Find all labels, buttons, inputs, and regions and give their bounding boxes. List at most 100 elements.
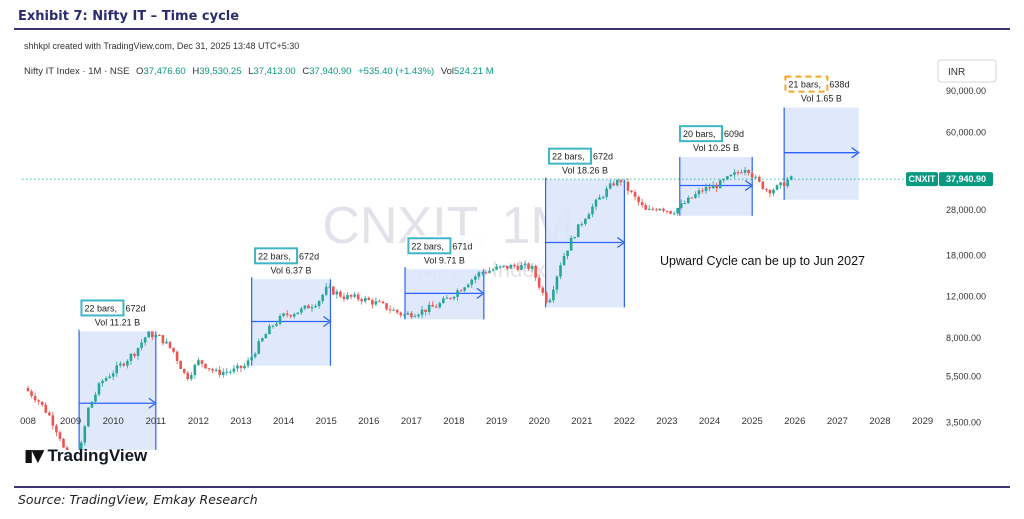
candle-body [715, 185, 718, 189]
candle-body [179, 360, 182, 369]
candle-body [718, 180, 722, 189]
cycle-volume-label: Vol 10.25 B [693, 143, 739, 153]
candle-body [328, 286, 332, 288]
cycle-bars-box [678, 125, 723, 143]
candle-body [250, 356, 253, 361]
x-tick-label: 2012 [188, 416, 209, 427]
candle-body [339, 291, 342, 297]
candle-body [378, 301, 381, 303]
candle-body [48, 412, 51, 416]
candle-body [413, 316, 417, 318]
candle-body [647, 208, 651, 210]
vol-value: 524.21 M [454, 66, 494, 77]
candle-body [324, 286, 328, 295]
candle-body [591, 206, 594, 215]
candle-body [584, 218, 587, 224]
x-tick-label: 2018 [443, 416, 464, 427]
candle-body [111, 373, 115, 377]
candle-body [229, 371, 232, 373]
x-tick-label: 2023 [656, 416, 677, 427]
candle-body [257, 341, 261, 354]
candle-body [175, 351, 179, 361]
exhibit-title: Exhibit 7: Nifty IT – Time cycle [18, 9, 240, 24]
candle-body [651, 208, 655, 210]
last-price-symbol: CNXIT [909, 174, 937, 184]
cycle-arrowhead [851, 147, 860, 159]
y-tick-label: 90,000.00 [946, 86, 986, 96]
time-axis: 008 2009 2010 2011 2012 2013 2014 2015 2016 2017 2… [20, 416, 933, 427]
candle-body [474, 276, 477, 280]
candle-body [740, 172, 743, 174]
candle-body [694, 194, 697, 198]
candle-body [772, 189, 775, 194]
candle-body [463, 287, 466, 291]
candle-body [495, 266, 498, 270]
candle-body [768, 189, 772, 194]
candle-body [395, 309, 399, 313]
cycle-bars-label: 20 bars, [683, 129, 716, 139]
candle-body [612, 183, 616, 186]
cycle-arrowhead [617, 236, 626, 249]
candle-body [530, 266, 534, 270]
candle-body [598, 197, 601, 200]
candle-body [243, 365, 246, 369]
cycle-days-label: 638d [829, 80, 849, 90]
candle-body [37, 400, 40, 402]
candle-body [317, 301, 321, 306]
vol-label: Vol [441, 66, 454, 77]
candle-body [218, 369, 221, 375]
candle-body [253, 353, 257, 357]
candle-body [552, 289, 555, 301]
cycle-volume-label: Vol 18.26 B [562, 166, 608, 176]
y-tick-label: 60,000.00 [946, 127, 986, 137]
candle-body [133, 353, 136, 356]
candle-body [520, 265, 523, 270]
change-value: +535.40 (+1.43%) [358, 66, 434, 77]
cycle-bars-label: 22 bars, [552, 152, 585, 162]
candle-body [509, 264, 513, 269]
x-tick-label: 2027 [827, 416, 848, 427]
candle-body [722, 179, 726, 181]
candle-body [197, 360, 200, 365]
y-tick-label: 18,000.00 [946, 250, 986, 260]
high-label: H [192, 66, 199, 77]
tradingview-logo-icon: ▮▼ [24, 446, 44, 466]
candle-body [754, 176, 758, 178]
x-tick-label: 2021 [571, 416, 592, 427]
cycle-days-label: 671d [452, 241, 472, 251]
x-tick-label: 2029 [912, 416, 933, 427]
last-price-tag: CNXIT 37,940.90 [906, 172, 993, 187]
cycle-bars-box [547, 147, 592, 165]
candle-body [332, 286, 335, 295]
svg-text:Nifty IT Index · 1M · NSE: Nifty IT Index · 1M · NSE O37,476.60 H39… [24, 66, 494, 77]
candle-body [747, 170, 750, 174]
candle-body [488, 270, 491, 273]
nifty-it-chart[interactable]: shhkpl created with TradingView.com, Dec… [0, 30, 1010, 450]
candle-body [62, 438, 65, 448]
candle-body [779, 182, 782, 186]
candle-body [484, 272, 488, 274]
candle-body [662, 208, 665, 211]
candle-body [374, 301, 378, 305]
candle-body [594, 199, 598, 207]
candle-body [97, 383, 101, 395]
candle-body [292, 314, 296, 317]
candle-body [140, 342, 143, 348]
cycle-bars-box [254, 247, 299, 265]
candle-body [505, 265, 509, 269]
candle-body [200, 360, 204, 364]
candle-body [40, 401, 44, 405]
candle-body [30, 391, 33, 396]
x-tick-label: 2013 [230, 416, 251, 427]
candle-body [51, 415, 55, 426]
x-tick-label: 2025 [742, 416, 763, 427]
candle-body [655, 209, 658, 211]
tradingview-wordmark: TradingView [47, 446, 148, 465]
symbol-label: Nifty IT Index · 1M · NSE [24, 66, 129, 77]
candle-body [711, 185, 715, 189]
candle-body [775, 185, 779, 190]
x-tick-label: 2011 [146, 416, 166, 427]
cycle-days-label: 609d [724, 129, 744, 139]
candle-body [452, 296, 456, 299]
y-tick-label: 3,500.00 [946, 417, 981, 427]
